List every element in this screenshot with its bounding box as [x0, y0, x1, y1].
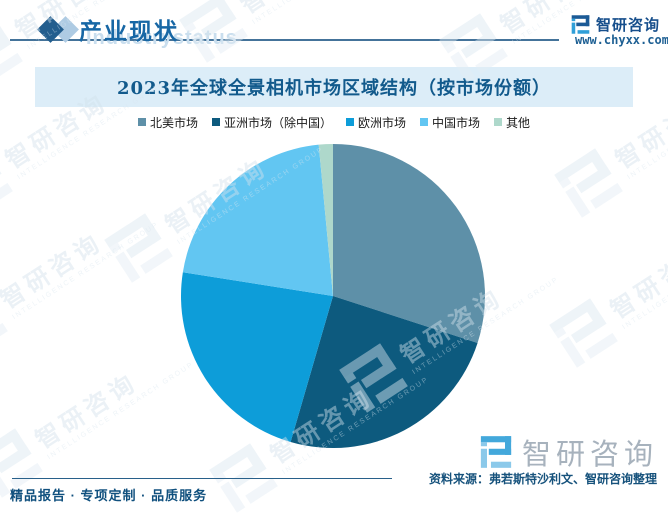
- legend-swatch-icon: [494, 118, 503, 126]
- legend-swatch-icon: [137, 118, 146, 126]
- footer-divider: [12, 478, 392, 479]
- legend-label: 亚洲市场（除中国）: [223, 115, 332, 130]
- zhiyan-logo-icon: [543, 293, 623, 373]
- source-text: 资料来源：弗若斯特沙利文、智研咨询整理: [428, 472, 657, 486]
- bottom-watermark-text: 智研咨询: [522, 439, 659, 471]
- watermark-subtext: INTELLIGENCE RESEARCH GROUP: [11, 220, 161, 322]
- zhiyan-logo-icon: [478, 434, 514, 470]
- watermark-brand-text: 智研咨询: [606, 238, 668, 325]
- zhiyan-logo-icon: [98, 208, 178, 288]
- zhiyan-logo-icon: [548, 143, 628, 223]
- legend-item-2: 亚洲市场（除中国）: [211, 114, 332, 131]
- chart-title-box: 2023年全球全景相机市场区域结构（按市场份额）: [35, 67, 633, 107]
- legend-swatch-icon: [420, 118, 428, 126]
- legend-label: 中国市场: [432, 115, 481, 130]
- legend-item-5: 其他: [494, 114, 530, 131]
- watermark-brand-text: 智研咨询: [0, 228, 109, 315]
- zhiyan-logo-icon: [0, 13, 29, 93]
- legend-swatch-icon: [211, 118, 220, 126]
- pie-chart-container: [180, 143, 486, 449]
- header-divider: [10, 39, 559, 41]
- brand-name: 智研咨询: [595, 16, 660, 34]
- zhiyan-logo-icon: [0, 143, 19, 223]
- legend-item-1: 北美市场: [137, 114, 198, 131]
- pie-chart: [180, 144, 485, 448]
- pie-slice-3: [180, 272, 333, 442]
- legend-swatch-icon: [345, 118, 354, 126]
- legend-label: 北美市场: [149, 115, 198, 130]
- watermark-subtext: INTELLIGENCE RESEARCH GROUP: [621, 231, 668, 332]
- footer-tagline: 精品报告 · 专项定制 · 品质服务: [10, 488, 208, 503]
- brand-url: www.chyxx.com: [575, 33, 668, 47]
- legend-label: 其他: [506, 115, 531, 130]
- legend: 北美市场 亚洲市场（除中国） 欧洲市场 中国市场 其他: [0, 113, 668, 131]
- section-title: 产业现状: [79, 18, 179, 45]
- watermark-subtext: INTELLIGENCE RESEARCH GROUP: [46, 360, 196, 462]
- watermark-brand-text: 智研咨询: [31, 368, 144, 455]
- watermark-subtext: INTELLIGENCE RESEARCH GROUP: [251, 0, 400, 26]
- zhiyan-logo-icon: [0, 283, 14, 363]
- pie-slice-5: [318, 144, 333, 296]
- legend-item-4: 中国市场: [420, 114, 480, 131]
- pie-slice-1: [333, 144, 485, 343]
- legend-label: 欧洲市场: [357, 115, 406, 130]
- watermark-brand-text: 智研咨询: [232, 0, 396, 20]
- pie-slice-4: [182, 144, 333, 296]
- bottom-watermark: 智研咨询: [478, 431, 658, 473]
- zhiyan-logo-icon: [570, 14, 591, 35]
- infographic-page: { "header": { "section_title": "产业现状", "…: [0, 0, 668, 503]
- brand-block: 智研咨询: [570, 13, 660, 35]
- chart-title: 2023年全球全景相机市场区域结构（按市场份额）: [116, 78, 552, 99]
- legend-item-3: 欧洲市场: [345, 114, 406, 131]
